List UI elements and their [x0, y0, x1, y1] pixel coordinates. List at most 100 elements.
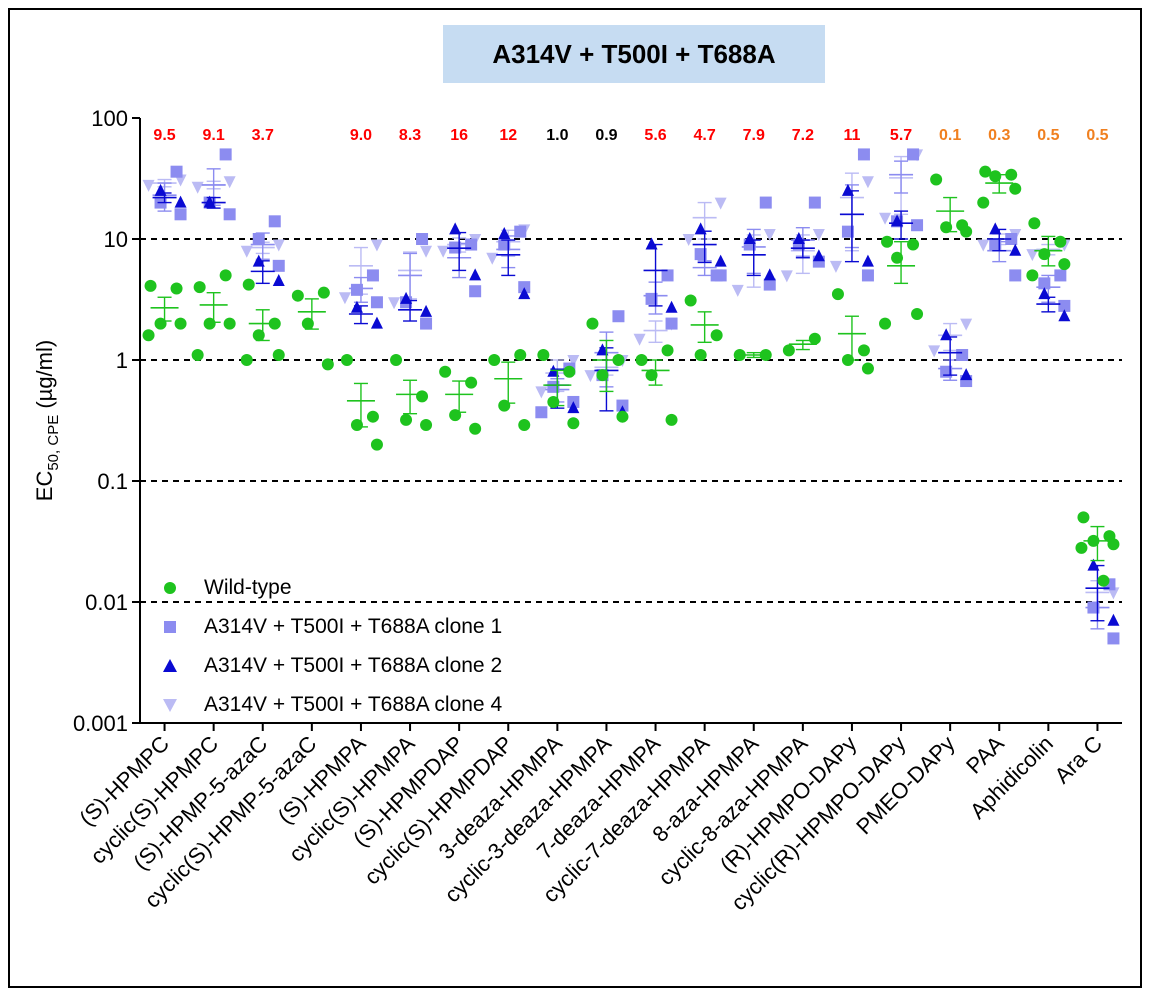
- data-point-triangle: [420, 304, 433, 317]
- data-point-circle: [563, 365, 576, 378]
- data-point-square: [350, 283, 363, 296]
- data-point-circle: [596, 369, 609, 382]
- data-point-circle: [154, 317, 167, 330]
- legend-item-wild-type: Wild-type: [160, 568, 502, 607]
- data-point-circle: [291, 289, 304, 302]
- data-point-square: [956, 348, 969, 361]
- data-point-square: [370, 296, 383, 309]
- legend-label: A314V + T500I + T688A clone 4: [204, 692, 503, 716]
- data-point-square: [861, 269, 874, 282]
- fold-change-label: 4.7: [694, 127, 716, 144]
- data-point-circle: [420, 419, 433, 432]
- data-point-triangle-down: [714, 197, 727, 210]
- fold-change-label: 3.7: [252, 127, 274, 144]
- y-tick-label: 1: [116, 348, 128, 373]
- data-point-square: [219, 148, 232, 161]
- fold-change-label: 7.2: [792, 127, 814, 144]
- data-point-triangle-down: [535, 386, 548, 399]
- data-point-triangle-down: [829, 260, 842, 273]
- data-point-triangle-down: [633, 333, 646, 346]
- data-point-triangle: [449, 222, 462, 235]
- data-point-square: [759, 196, 772, 209]
- legend-marker-square: [164, 620, 176, 633]
- data-point-square: [469, 285, 482, 298]
- fold-change-label: 0.1: [939, 127, 961, 144]
- data-point-square: [989, 238, 1002, 251]
- data-point-circle: [1026, 269, 1039, 282]
- data-point-circle: [567, 417, 580, 430]
- data-point-circle: [400, 413, 413, 426]
- data-point-triangle-down: [370, 239, 383, 252]
- data-point-circle: [174, 317, 187, 330]
- data-point-square: [268, 215, 281, 228]
- data-point-circle: [1075, 541, 1088, 554]
- data-point-square: [514, 225, 527, 238]
- data-point-circle: [350, 419, 363, 432]
- fold-change-label: 0.5: [1086, 127, 1108, 144]
- data-point-square: [366, 269, 379, 282]
- data-point-square: [907, 148, 920, 161]
- data-point-circle: [223, 317, 236, 330]
- data-point-triangle: [812, 249, 825, 262]
- data-point-triangle-down: [682, 234, 695, 246]
- data-point-circle: [1028, 217, 1041, 230]
- data-point-circle: [1087, 534, 1100, 547]
- data-point-triangle-down: [1107, 587, 1120, 600]
- data-point-circle: [665, 413, 678, 426]
- data-point-square: [1038, 277, 1051, 290]
- data-point-circle: [1097, 574, 1110, 587]
- data-point-triangle: [891, 214, 904, 227]
- data-point-circle: [684, 294, 697, 307]
- data-point-circle: [782, 344, 795, 357]
- data-point-circle: [841, 354, 854, 366]
- fold-change-label: 8.3: [399, 127, 421, 144]
- data-point-triangle: [714, 254, 727, 267]
- chart-title-box: A314V + T500I + T688A: [443, 25, 825, 83]
- data-point-triangle-down: [977, 239, 990, 252]
- data-point-circle: [240, 354, 253, 366]
- data-point-triangle-down: [763, 228, 776, 241]
- data-point-triangle: [518, 287, 531, 300]
- data-point-triangle-down: [338, 292, 351, 305]
- data-point-circle: [861, 362, 874, 375]
- data-point-circle: [1077, 511, 1090, 524]
- data-point-triangle: [694, 222, 707, 235]
- data-point-square: [1107, 632, 1120, 645]
- data-point-triangle: [272, 273, 285, 286]
- data-point-circle: [272, 348, 285, 361]
- data-point-triangle-down: [960, 318, 973, 331]
- legend-label: Wild-type: [204, 575, 292, 599]
- data-point-circle: [439, 365, 452, 378]
- data-point-square: [841, 225, 854, 238]
- data-point-square: [1054, 269, 1067, 282]
- data-point-triangle-down: [223, 176, 236, 189]
- data-point-square: [763, 278, 776, 291]
- data-point-circle: [268, 317, 281, 330]
- data-point-triangle-down: [879, 212, 892, 225]
- data-point-square: [665, 317, 678, 330]
- data-point-square: [535, 406, 548, 419]
- data-point-triangle: [252, 254, 265, 267]
- data-point-circle: [808, 332, 821, 345]
- legend-label: A314V + T500I + T688A clone 2: [204, 653, 503, 677]
- data-point-circle: [142, 329, 155, 342]
- fold-change-label: 1.0: [546, 127, 568, 144]
- data-point-triangle: [567, 401, 580, 414]
- data-point-square: [714, 269, 727, 282]
- data-point-circle: [586, 317, 599, 330]
- data-point-triangle: [989, 222, 1002, 235]
- data-point-triangle: [841, 183, 854, 196]
- data-point-square: [1058, 299, 1071, 312]
- data-point-circle: [612, 354, 625, 366]
- data-point-circle: [940, 221, 953, 234]
- y-tick-label: 0.001: [73, 711, 128, 736]
- data-point-triangle-down: [1026, 249, 1039, 262]
- data-point-triangle: [665, 300, 678, 313]
- data-point-circle: [242, 278, 255, 291]
- data-point-square: [1087, 601, 1100, 614]
- data-point-circle: [891, 251, 904, 264]
- data-point-circle: [465, 376, 478, 389]
- chart-title: A314V + T500I + T688A: [492, 38, 776, 69]
- fold-change-label: 9.5: [153, 127, 175, 144]
- data-point-square: [645, 292, 658, 305]
